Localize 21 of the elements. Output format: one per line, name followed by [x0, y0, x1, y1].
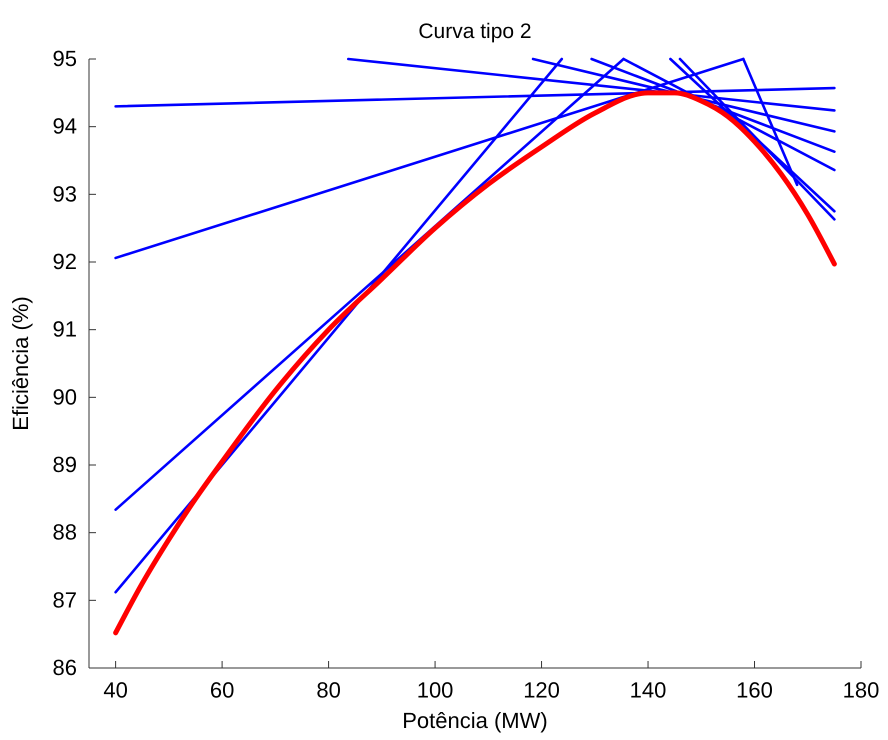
y-tick-label: 90 — [52, 384, 77, 410]
x-tick-label: 120 — [523, 678, 560, 703]
x-tick-label: 140 — [630, 678, 666, 703]
x-tick-label: 100 — [416, 678, 454, 703]
y-tick-label: 93 — [52, 181, 77, 206]
y-tick-label: 94 — [52, 114, 77, 139]
y-tick-label: 89 — [52, 452, 77, 478]
y-tick-label: 88 — [52, 520, 77, 545]
y-tick-label: 91 — [52, 316, 77, 342]
y-axis-title: Eficiência (%) — [8, 296, 33, 431]
chart-title: Curva tipo 2 — [418, 20, 532, 43]
x-axis-title: Potência (MW) — [402, 708, 548, 733]
x-tick-label: 80 — [316, 678, 341, 703]
x-tick-label: 40 — [103, 678, 128, 703]
x-tick-label: 60 — [210, 678, 234, 703]
x-tick-label: 180 — [842, 678, 880, 703]
y-tick-label: 95 — [52, 46, 77, 72]
y-tick-label: 87 — [52, 587, 77, 612]
y-tick-label: 92 — [52, 249, 77, 274]
y-tick-label: 86 — [52, 655, 77, 680]
x-tick-label: 160 — [736, 678, 773, 703]
